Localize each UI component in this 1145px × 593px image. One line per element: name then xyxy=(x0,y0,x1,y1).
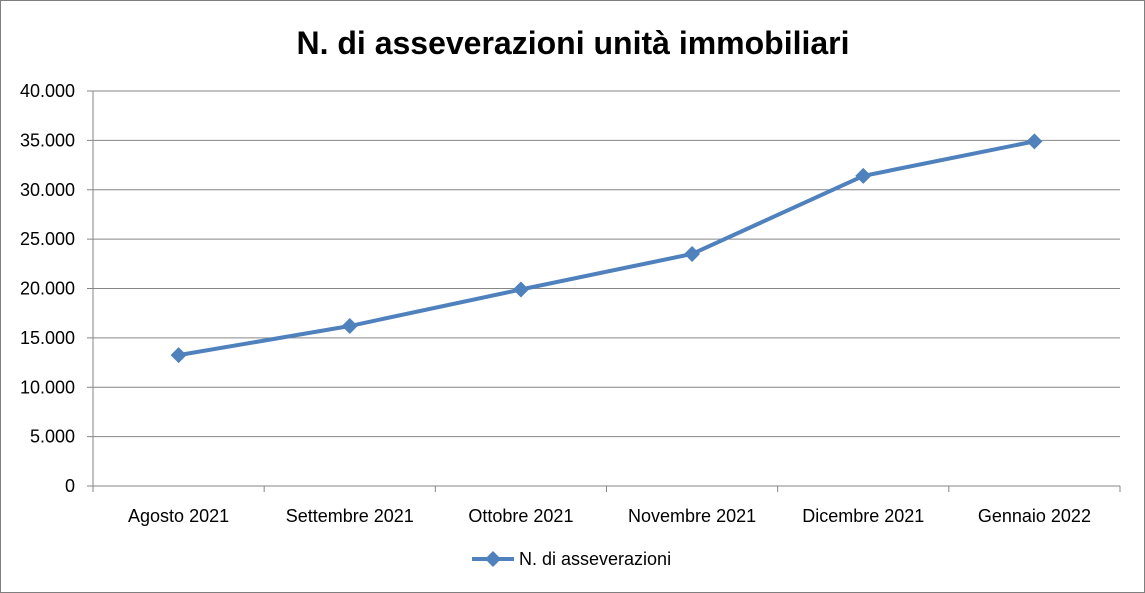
y-tick-label: 20.000 xyxy=(20,279,75,299)
y-tick-label: 15.000 xyxy=(20,328,75,348)
x-tick-label: Dicembre 2021 xyxy=(802,506,924,526)
legend-entry-label: N. di asseverazioni xyxy=(519,549,671,569)
x-tick-label: Ottobre 2021 xyxy=(468,506,573,526)
x-tick-labels: Agosto 2021 Settembre 2021 Ottobre 2021 Nov… xyxy=(128,506,1091,526)
data-point-marker xyxy=(684,245,701,262)
series-line xyxy=(178,139,1035,358)
data-point-marker xyxy=(170,347,187,364)
y-tick-label: 25.000 xyxy=(20,229,75,249)
gridlines xyxy=(93,90,1120,438)
data-point-marker xyxy=(855,167,872,184)
chart-title: N. di asseverazioni unità immobiliari xyxy=(296,25,849,61)
legend-marker-swatch xyxy=(485,551,501,567)
data-point-marker xyxy=(1026,133,1043,150)
y-tick-label: 35.000 xyxy=(20,130,75,150)
x-tick-label: Gennaio 2022 xyxy=(978,506,1091,526)
data-point-marker xyxy=(341,318,358,335)
x-tick-label: Agosto 2021 xyxy=(128,506,229,526)
y-tick-label: 0 xyxy=(65,476,75,496)
y-tick-labels: 0 5.000 10.000 15.000 20.000 25.000 30.000 35.0… xyxy=(20,81,75,496)
y-tick-label: 5.000 xyxy=(30,427,75,447)
y-tick-label: 40.000 xyxy=(20,81,75,101)
data-point-marker xyxy=(512,281,529,298)
legend: N. di asseverazioni xyxy=(472,549,671,569)
x-tick-label: Settembre 2021 xyxy=(286,506,414,526)
y-tick-label: 30.000 xyxy=(20,180,75,200)
x-tick-label: Novembre 2021 xyxy=(628,506,756,526)
series xyxy=(170,133,1043,364)
axes xyxy=(87,90,1121,492)
y-tick-label: 10.000 xyxy=(20,377,75,397)
